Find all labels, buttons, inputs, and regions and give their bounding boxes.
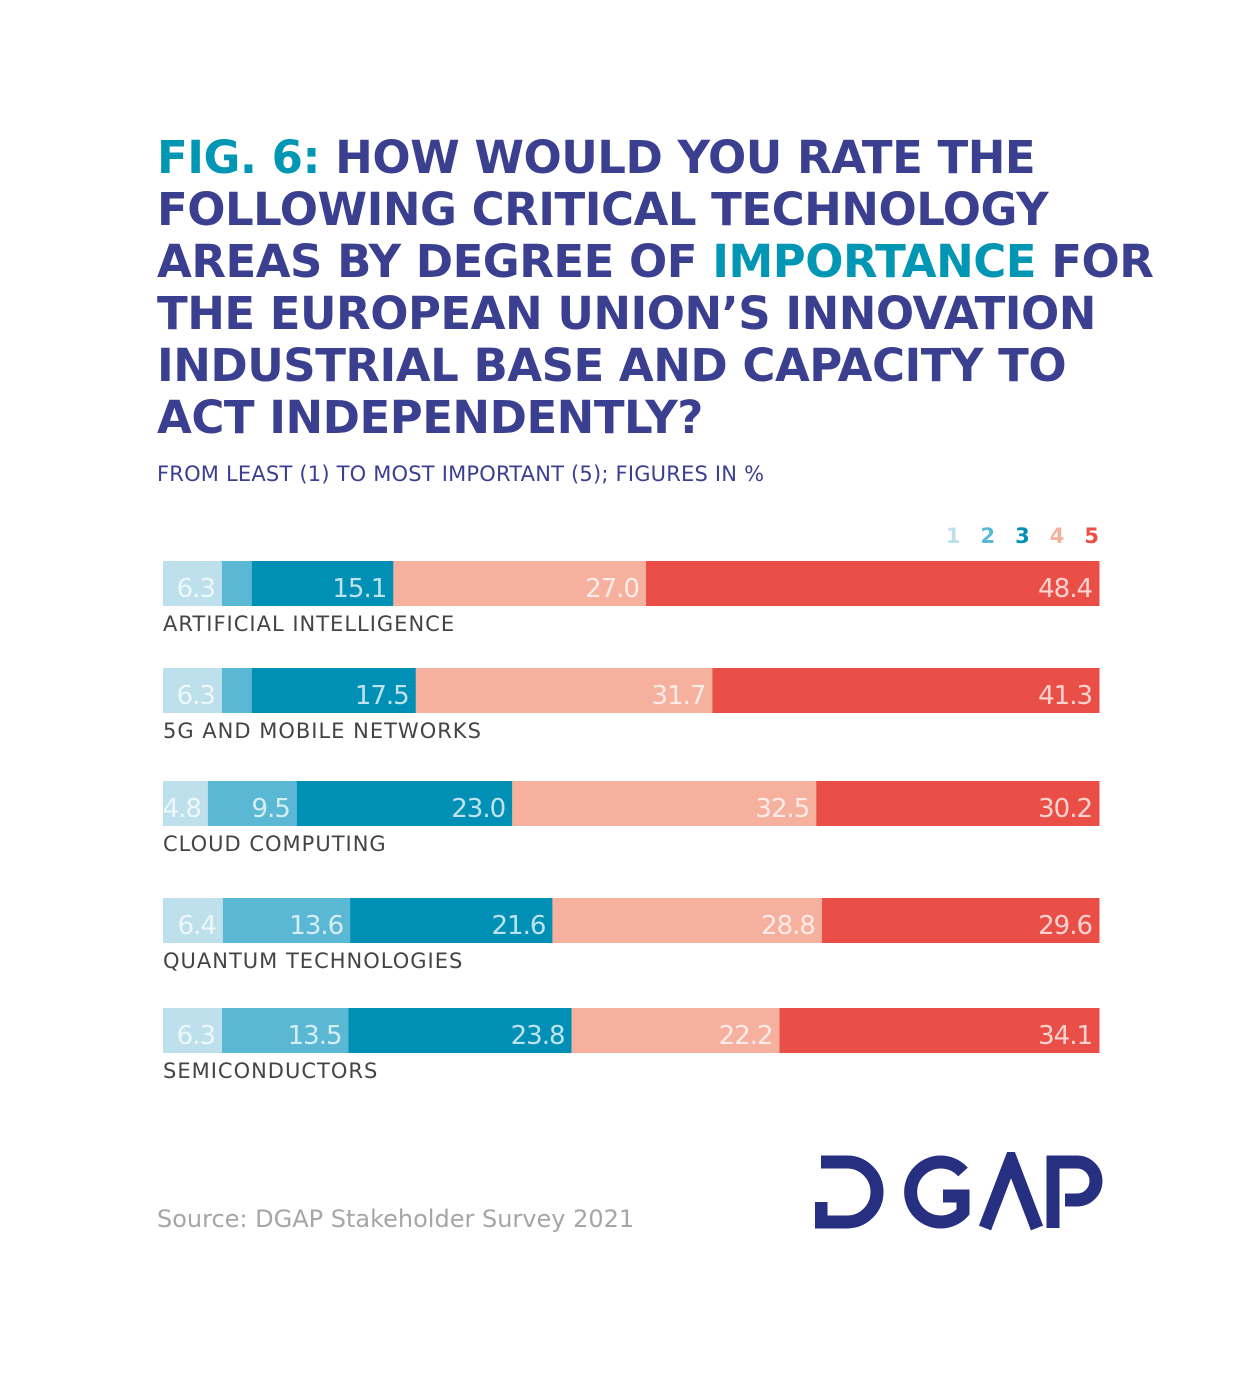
legend-item-5: 5 [1084, 524, 1099, 548]
data-label: 32.5 [755, 794, 809, 824]
data-label: 22.2 [719, 1021, 773, 1051]
bar-segment [296, 781, 513, 826]
bar-segment [163, 561, 223, 606]
bar-segment [350, 898, 553, 943]
title-part: IMPORTANCE [712, 235, 1037, 288]
data-label: 4.8 [163, 794, 201, 824]
bar-segment [645, 561, 1100, 606]
category-label: QUANTUM TECHNOLOGIES [163, 949, 463, 973]
data-label: 6.3 [177, 574, 215, 604]
bar-segment [163, 668, 223, 713]
title-part: FIG. 6: [157, 131, 336, 184]
dgap-logo [815, 1152, 1103, 1231]
category-label: CLOUD COMPUTING [163, 832, 387, 856]
data-label: 23.8 [511, 1021, 565, 1051]
bar-segment [415, 668, 713, 713]
data-label: 30.2 [1038, 794, 1092, 824]
bar-segment [512, 781, 817, 826]
source-note: Source: DGAP Stakeholder Survey 2021 [157, 1205, 635, 1233]
data-label: 34.1 [1038, 1021, 1092, 1051]
data-label: 41.3 [1038, 681, 1092, 711]
data-label: 6.3 [177, 681, 215, 711]
data-label: 15.1 [332, 574, 386, 604]
title-part: FOR THE EUROPEAN UNION’S INNO­VATION IND… [157, 235, 1154, 444]
bar-segment [712, 668, 1100, 713]
bar-segment [163, 781, 209, 826]
data-label: 17.5 [355, 681, 409, 711]
bar-segment [222, 1008, 350, 1053]
bar-segment [221, 668, 253, 713]
chart-subtitle: FROM LEAST (1) TO MOST IMPORTANT (5); FI… [157, 462, 765, 486]
data-label: 28.8 [761, 911, 815, 941]
bar-segment [251, 668, 417, 713]
data-label: 13.6 [289, 911, 343, 941]
title-part: HOW WOULD YOU RATE THE FOLLOWING CRITICA… [157, 131, 1049, 288]
bar-segment [821, 898, 1100, 943]
bar-segment [251, 561, 394, 606]
legend-item-1: 1 [945, 524, 961, 548]
data-label: 13.5 [288, 1021, 342, 1051]
bar-segment [393, 561, 647, 606]
bar-segment [207, 781, 298, 826]
bar-segment [163, 1008, 223, 1053]
category-label: 5G AND MOBILE NETWORKS [163, 719, 482, 743]
bar-segment [571, 1008, 781, 1053]
bar-segment [221, 561, 253, 606]
data-label: 27.0 [585, 574, 639, 604]
legend-item-3: 3 [1015, 524, 1030, 548]
category-label: SEMICONDUCTORS [163, 1059, 378, 1083]
data-label: 21.6 [491, 911, 545, 941]
bar-segment [816, 781, 1100, 826]
data-label: 23.0 [451, 794, 505, 824]
legend-item-4: 4 [1049, 524, 1065, 548]
category-label: ARTIFICIAL INTELLIGENCE [163, 612, 455, 636]
bar-segment [348, 1008, 573, 1053]
data-label: 29.6 [1038, 911, 1092, 941]
bar-segment [163, 898, 224, 943]
data-label: 31.7 [652, 681, 706, 711]
data-label: 9.5 [251, 794, 289, 824]
chart-title: FIG. 6: HOW WOULD YOU RATE THE FOLLOWING… [157, 132, 1157, 444]
data-label: 6.4 [178, 911, 217, 941]
data-label: 6.3 [177, 1021, 215, 1051]
bar-segment [779, 1008, 1100, 1053]
data-label: 48.4 [1038, 574, 1092, 604]
bar-segment [222, 898, 351, 943]
legend-item-2: 2 [980, 524, 996, 548]
bar-segment [552, 898, 823, 943]
